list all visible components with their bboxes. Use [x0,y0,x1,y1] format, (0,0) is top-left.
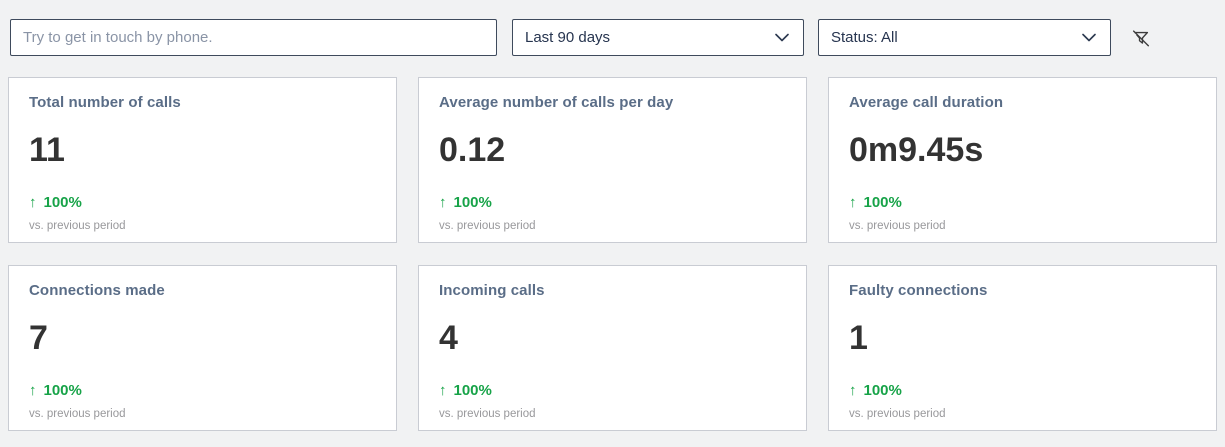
card-caption: vs. previous period [439,408,536,420]
stat-card-avg-calls-per-day: Average number of calls per day 0.12 ↑ 1… [418,77,807,243]
card-title: Total number of calls [29,94,181,111]
change-percent: 100% [453,194,492,211]
card-change: ↑ 100% [439,194,492,211]
filter-bar: Last 90 days Status: All [0,0,1225,77]
stat-card-incoming-calls: Incoming calls 4 ↑ 100% vs. previous per… [418,265,807,431]
card-value: 0.12 [439,131,506,169]
stats-grid: Total number of calls 11 ↑ 100% vs. prev… [8,77,1217,431]
card-value: 4 [439,319,458,357]
card-caption: vs. previous period [439,220,536,232]
card-caption: vs. previous period [849,220,946,232]
card-change: ↑ 100% [29,382,82,399]
card-caption: vs. previous period [29,408,126,420]
search-input[interactable] [10,19,497,56]
card-change: ↑ 100% [29,194,82,211]
card-caption: vs. previous period [849,408,946,420]
stat-card-connections-made: Connections made 7 ↑ 100% vs. previous p… [8,265,397,431]
card-value: 1 [849,319,868,357]
card-change: ↑ 100% [849,194,902,211]
chevron-down-icon [775,33,789,42]
card-title: Average number of calls per day [439,94,674,111]
card-title: Connections made [29,282,165,299]
filter-off-icon [1132,30,1150,47]
date-range-value: Last 90 days [525,29,611,46]
card-title: Incoming calls [439,282,545,299]
card-title: Average call duration [849,94,1004,111]
up-arrow-icon: ↑ [849,382,857,399]
card-change: ↑ 100% [849,382,902,399]
stat-card-avg-call-duration: Average call duration 0m9.45s ↑ 100% vs.… [828,77,1217,243]
card-title: Faulty connections [849,282,988,299]
change-percent: 100% [863,382,902,399]
card-value: 0m9.45s [849,131,984,169]
status-select[interactable]: Status: All [818,19,1111,56]
clear-filters-button[interactable] [1126,24,1156,52]
up-arrow-icon: ↑ [439,382,447,399]
up-arrow-icon: ↑ [29,382,37,399]
up-arrow-icon: ↑ [439,194,447,211]
card-caption: vs. previous period [29,220,126,232]
card-value: 7 [29,319,48,357]
stat-card-total-calls: Total number of calls 11 ↑ 100% vs. prev… [8,77,397,243]
up-arrow-icon: ↑ [29,194,37,211]
card-change: ↑ 100% [439,382,492,399]
card-value: 11 [29,131,65,169]
change-percent: 100% [43,382,82,399]
change-percent: 100% [863,194,902,211]
stat-card-faulty-connections: Faulty connections 1 ↑ 100% vs. previous… [828,265,1217,431]
up-arrow-icon: ↑ [849,194,857,211]
change-percent: 100% [43,194,82,211]
change-percent: 100% [453,382,492,399]
status-value: Status: All [831,29,898,46]
date-range-select[interactable]: Last 90 days [512,19,804,56]
chevron-down-icon [1082,33,1096,42]
